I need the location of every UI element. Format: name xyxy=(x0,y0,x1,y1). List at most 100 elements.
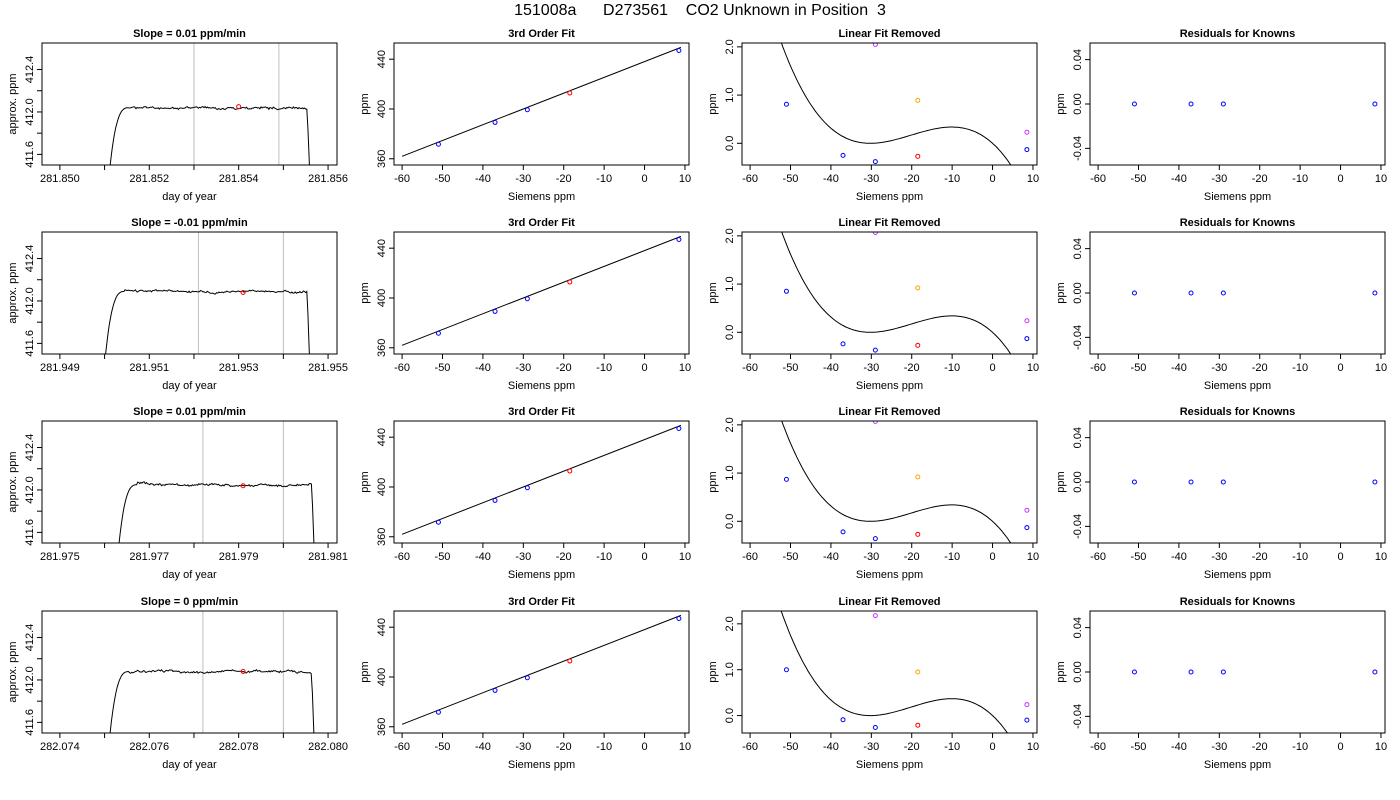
plot-area xyxy=(401,424,682,535)
x-tick-label: -30 xyxy=(515,173,531,185)
y-axis-label: ppm xyxy=(707,93,719,114)
x-tick-label: -10 xyxy=(1292,741,1308,753)
data-point xyxy=(240,289,246,295)
x-tick-label: 0 xyxy=(989,173,995,185)
panel-title: Residuals for Knowns xyxy=(1180,596,1296,608)
x-tick-label: 282.080 xyxy=(308,741,348,753)
x-tick-label: 281.953 xyxy=(219,362,259,374)
data-point xyxy=(435,330,441,336)
y-tick-label: 400 xyxy=(376,668,388,686)
x-tick-label: 0 xyxy=(1337,362,1343,374)
data-point xyxy=(435,709,441,715)
data-point xyxy=(783,667,789,673)
plot-frame xyxy=(41,42,338,166)
plot-frame xyxy=(41,231,338,355)
y-axis-label: ppm xyxy=(1055,471,1067,492)
x-tick-label: -30 xyxy=(1211,362,1227,374)
panel-r3-c3: Linear Fit Removed Siemens ppm ppm -60 -50 -4… xyxy=(707,406,1039,581)
x-tick-label: 10 xyxy=(679,362,691,374)
data-point xyxy=(915,153,921,159)
x-axis-label: Siemens ppm xyxy=(508,569,575,581)
y-tick-label: 440 xyxy=(376,239,388,257)
y-tick-label: 1.0 xyxy=(724,662,736,677)
panel-r4-c1: Slope = 0 ppm/min day of year approx. ppm 2… xyxy=(7,596,348,771)
x-tick-label: 0 xyxy=(989,362,995,374)
data-point xyxy=(915,342,921,348)
data-point xyxy=(1024,525,1030,531)
y-axis-label: ppm xyxy=(707,471,719,492)
x-axis-label: Siemens ppm xyxy=(856,759,923,771)
data-point xyxy=(492,687,498,693)
data-point xyxy=(524,296,530,302)
y-tick-label: 0.00 xyxy=(1072,471,1084,492)
x-axis-label: day of year xyxy=(162,569,217,581)
y-axis-label: ppm xyxy=(1055,661,1067,682)
x-tick-label: -50 xyxy=(1131,173,1147,185)
x-tick-label: -30 xyxy=(515,551,531,563)
plot-frame xyxy=(1089,610,1386,734)
y-tick-label: 400 xyxy=(376,289,388,307)
x-tick-label: 281.850 xyxy=(40,173,80,185)
plot-area xyxy=(401,46,682,157)
x-tick-label: -30 xyxy=(863,741,879,753)
plot-area xyxy=(401,614,682,725)
data-point xyxy=(236,104,242,110)
fit-curve xyxy=(780,43,1012,165)
y-axis-label: ppm xyxy=(1055,282,1067,303)
data-point xyxy=(1372,479,1378,485)
x-axis-label: Siemens ppm xyxy=(508,380,575,392)
x-tick-label: 281.854 xyxy=(219,173,259,185)
x-tick-label: 10 xyxy=(1375,741,1387,753)
data-point xyxy=(1131,101,1137,107)
x-tick-label: -30 xyxy=(863,362,879,374)
y-tick-label: 2.0 xyxy=(724,616,736,631)
panel-r2-c4: Residuals for Knowns Siemens ppm ppm -60 -50… xyxy=(1055,217,1387,392)
x-tick-label: 281.955 xyxy=(308,362,348,374)
data-point xyxy=(567,90,573,96)
plot-area xyxy=(1131,290,1378,296)
data-point xyxy=(240,483,246,489)
y-tick-label: 0.04 xyxy=(1072,427,1084,448)
y-tick-label: 2.0 xyxy=(724,228,736,243)
fit-line xyxy=(401,235,682,346)
panel-title: Linear Fit Removed xyxy=(838,217,940,229)
x-tick-label: -20 xyxy=(904,173,920,185)
plot-area xyxy=(780,43,1030,165)
x-tick-label: -10 xyxy=(944,741,960,753)
data-point xyxy=(915,474,921,480)
y-tick-label: 0.0 xyxy=(724,708,736,723)
x-tick-label: -10 xyxy=(596,551,612,563)
data-point xyxy=(492,119,498,125)
plot-frame xyxy=(1089,420,1386,544)
x-axis-label: Siemens ppm xyxy=(508,759,575,771)
y-tick-label: 412.0 xyxy=(24,98,36,126)
data-point xyxy=(676,615,682,621)
x-tick-label: -10 xyxy=(596,741,612,753)
y-tick-label: 360 xyxy=(376,718,388,736)
data-point xyxy=(1372,669,1378,675)
data-point xyxy=(1024,702,1030,708)
plot-frame xyxy=(41,420,338,544)
x-tick-label: 281.979 xyxy=(219,551,259,563)
fit-curve xyxy=(781,232,1012,354)
plot-area xyxy=(781,421,1030,543)
x-tick-label: 0 xyxy=(989,551,995,563)
y-axis-label: ppm xyxy=(359,282,371,303)
data-point xyxy=(524,107,530,113)
x-tick-label: -10 xyxy=(944,362,960,374)
plot-frame xyxy=(393,42,690,166)
x-tick-label: 0 xyxy=(641,362,647,374)
data-point xyxy=(1024,147,1030,153)
fit-curve xyxy=(780,611,1009,733)
x-tick-label: -20 xyxy=(556,173,572,185)
y-tick-label: 1.0 xyxy=(724,87,736,102)
data-point xyxy=(872,43,878,47)
data-point xyxy=(1188,101,1194,107)
plot-frame xyxy=(741,420,1038,544)
y-tick-label: 400 xyxy=(376,100,388,118)
data-point xyxy=(567,658,573,664)
data-point xyxy=(1220,669,1226,675)
y-axis-label: ppm xyxy=(1055,93,1067,114)
